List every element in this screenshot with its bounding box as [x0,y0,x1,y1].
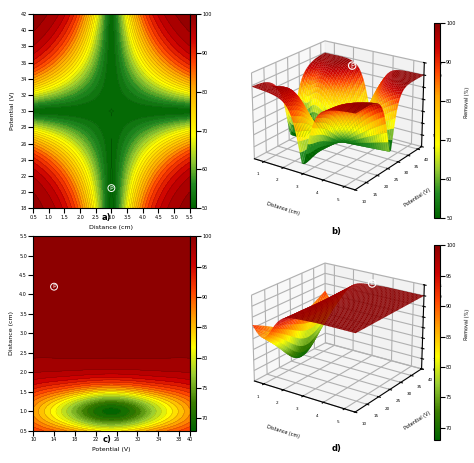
X-axis label: Distance (cm): Distance (cm) [90,225,133,230]
Text: a): a) [102,213,111,222]
Text: d): d) [332,444,341,453]
X-axis label: Potential (V): Potential (V) [92,447,131,452]
Text: b): b) [332,227,341,236]
Text: c): c) [102,435,111,444]
Y-axis label: Distance (cm): Distance (cm) [9,311,14,356]
X-axis label: Distance (cm): Distance (cm) [266,424,300,438]
Text: P: P [52,284,56,289]
Y-axis label: Potential (V): Potential (V) [10,92,15,131]
Y-axis label: Potential (V): Potential (V) [403,410,432,431]
X-axis label: Distance (cm): Distance (cm) [266,201,300,216]
Text: P: P [109,186,113,191]
Y-axis label: Potential (V): Potential (V) [403,188,432,208]
